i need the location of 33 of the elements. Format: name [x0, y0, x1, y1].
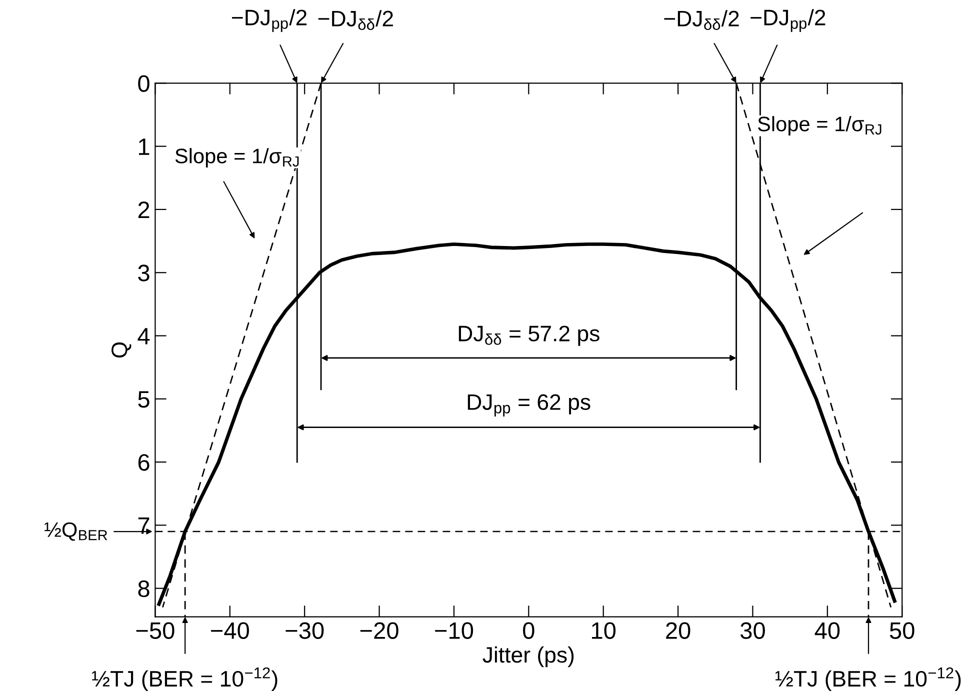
x-tick-label: 0 [523, 622, 534, 639]
y-tick-label: 2 [138, 202, 150, 218]
x-tick-label: −10 [435, 622, 474, 639]
x-axis-title: Jitter (ps) [482, 646, 574, 668]
x-tick-label: 10 [592, 622, 616, 639]
annotation: DJ$_{δδ}$ = 57.2 ps [458, 326, 600, 346]
x-tick-label: 30 [740, 622, 765, 639]
annotation: −DJ$_{pp}$/2 [232, 9, 307, 32]
annotation: ½TJ (BER = 10$^{−12}$) [92, 667, 278, 692]
y-tick-label: 5 [138, 391, 150, 408]
y-tick-label: 3 [138, 264, 150, 282]
annotation: DJ$_{pp}$ = 62 ps [468, 394, 590, 417]
annotation: −DJ$_{δδ}$/2 [664, 10, 739, 30]
y-tick-label: 1 [139, 138, 150, 155]
x-tick-label: −20 [360, 622, 398, 639]
y-tick-label: 4 [138, 328, 150, 344]
x-tick-label: 40 [814, 622, 840, 639]
x-tick-label: −30 [286, 622, 324, 639]
annotation: −DJ$_{δδ}$/2 [318, 10, 393, 30]
y-tick-label: 7 [138, 518, 150, 534]
x-tick-label: −40 [211, 622, 249, 639]
annotation: −DJ$_{pp}$/2 [750, 9, 826, 32]
x-tick-label: −50 [136, 622, 174, 639]
y-tick-label: 0 [138, 75, 150, 92]
x-tick-label: 50 [890, 622, 914, 639]
x-tick-label: 20 [666, 622, 690, 639]
annotation: ½TJ (BER = 10$^{−12}$) [776, 667, 961, 692]
ref-line-label: ½Q$_{BER}$ [44, 522, 108, 541]
y-tick-label: 6 [138, 454, 150, 471]
y-tick-label: 8 [138, 580, 150, 598]
annotation: Slope = 1/σ$_{RJ}$ [758, 116, 882, 136]
annotation: Slope = 1/σ$_{RJ}$ [175, 148, 299, 168]
y-axis-title: Q [112, 342, 132, 358]
